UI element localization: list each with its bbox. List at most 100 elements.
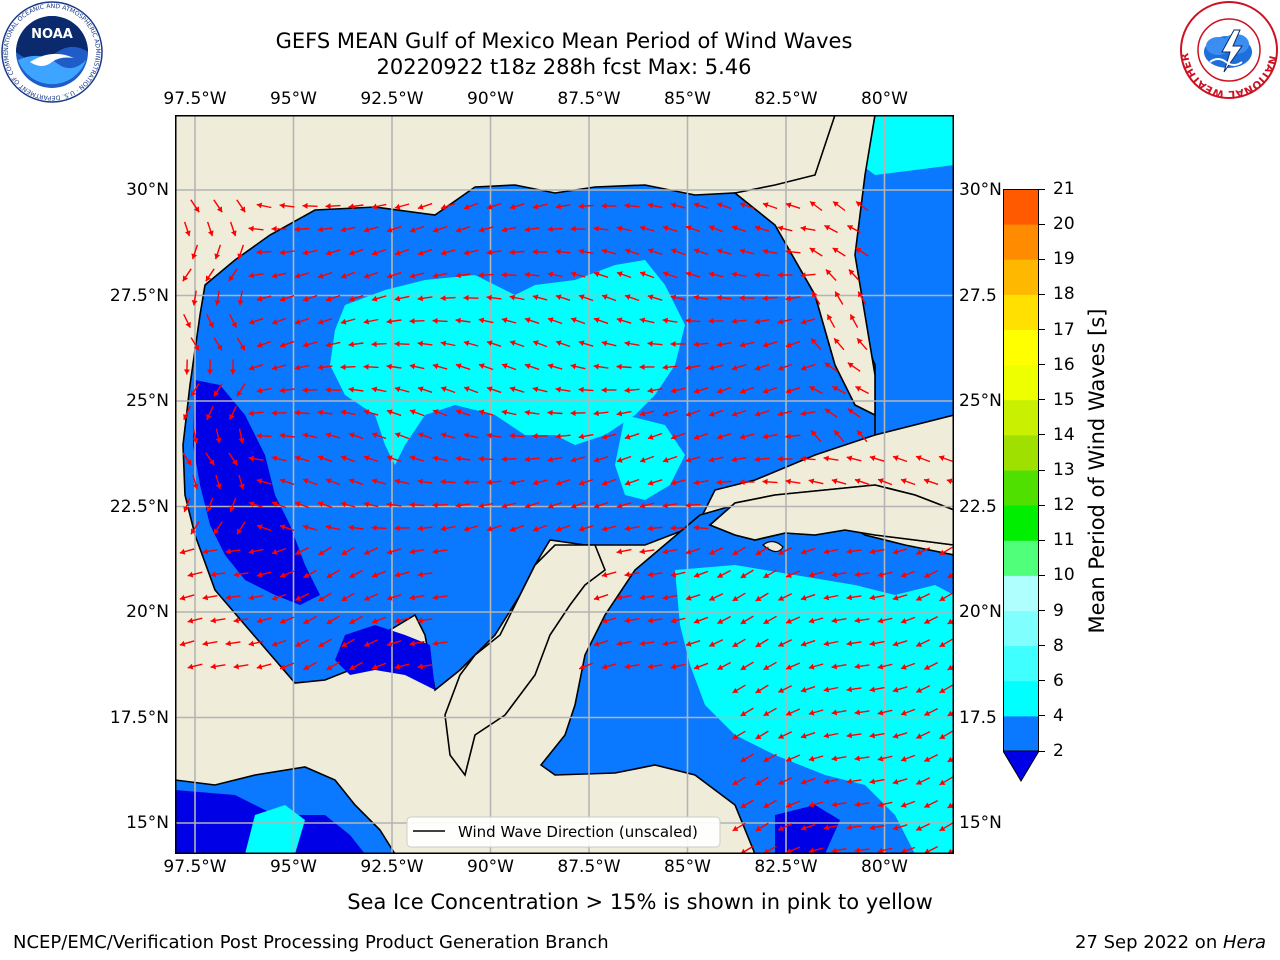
- nws-logo: NATIONAL WEATHER SERVICE: [1178, 0, 1279, 100]
- wind-wave-arrowhead: [647, 248, 654, 254]
- wind-wave-arrowhead: [216, 206, 223, 213]
- wind-wave-arrowhead: [524, 226, 530, 233]
- wind-wave-arrowhead: [785, 478, 791, 485]
- colorbar-tick-mark: [1039, 750, 1045, 752]
- wind-wave-arrowhead: [294, 364, 301, 371]
- wind-wave-arrowhead: [800, 365, 807, 371]
- wind-wave-arrowhead: [302, 478, 309, 484]
- wind-wave-arrowhead: [187, 617, 194, 624]
- wind-wave-arrowhead: [279, 478, 286, 484]
- wind-wave-arrowhead: [693, 294, 700, 301]
- wind-wave-arrowhead: [693, 434, 700, 440]
- wind-wave-arrowhead: [808, 663, 815, 670]
- wind-wave-arrowhead: [455, 317, 461, 324]
- wind-wave-arrowhead: [924, 756, 931, 762]
- wind-wave-arrowhead: [785, 387, 792, 394]
- wind-wave-arrowhead: [916, 455, 922, 461]
- wind-wave-arrowhead: [455, 272, 461, 279]
- wind-wave-arrowhead: [248, 225, 254, 232]
- wind-wave-arrowhead: [409, 227, 416, 233]
- wind-wave-arrowhead: [325, 478, 332, 484]
- wind-wave-arrowhead: [732, 687, 739, 693]
- wind-wave-arrowhead: [740, 618, 747, 624]
- colorbar-tick-mark: [1039, 364, 1045, 366]
- wind-wave-arrowhead: [237, 253, 244, 260]
- wind-wave-arrowhead: [685, 364, 692, 371]
- wind-wave-arrowhead: [256, 202, 263, 209]
- wind-wave-arrowhead: [206, 506, 212, 512]
- wind-wave-arrowhead: [939, 687, 946, 693]
- latitude-label: 27.5: [959, 285, 997, 306]
- colorbar-segment: [1003, 470, 1039, 506]
- wind-wave-arrowhead: [647, 525, 653, 532]
- wind-wave-arrowhead: [717, 664, 724, 670]
- wind-wave-arrowhead: [417, 340, 423, 347]
- wind-wave-arrowhead: [624, 663, 630, 670]
- colorbar-tick-label: 4: [1053, 705, 1064, 726]
- wind-wave-arrowhead: [486, 294, 492, 301]
- wind-wave-arrowhead: [924, 802, 931, 808]
- wind-wave-arrowhead: [325, 524, 332, 531]
- wind-wave-arrowhead: [662, 317, 668, 324]
- wind-wave-arrowhead: [877, 571, 884, 578]
- wind-wave-arrowhead: [348, 341, 354, 348]
- wind-wave-arrowhead: [601, 387, 607, 393]
- wind-wave-arrowhead: [229, 506, 235, 512]
- wind-wave-arrowhead: [193, 344, 199, 351]
- wind-wave-arrowhead: [191, 390, 197, 397]
- wind-wave-arrowhead: [624, 525, 631, 532]
- wind-wave-arrowhead: [800, 225, 807, 232]
- wind-wave-arrowhead: [947, 572, 954, 578]
- wind-wave-arrowhead: [179, 640, 186, 647]
- wind-wave-arrowhead: [716, 433, 723, 440]
- wind-wave-arrowhead: [832, 386, 839, 392]
- wind-wave-arrowhead: [294, 409, 300, 416]
- colorbar-tick-label: 14: [1053, 424, 1075, 445]
- wind-wave-arrowhead: [486, 525, 493, 532]
- wind-wave-arrowhead: [624, 571, 630, 578]
- wind-wave-arrowhead: [501, 456, 507, 463]
- wind-wave-arrowhead: [811, 338, 817, 344]
- wind-wave-arrowhead: [694, 572, 700, 578]
- wind-wave-arrowhead: [533, 526, 539, 532]
- wind-wave-arrowhead: [717, 618, 724, 624]
- wind-wave-arrowhead: [440, 386, 447, 392]
- wind-wave-arrowhead: [685, 548, 692, 555]
- wind-wave-arrowhead: [693, 341, 699, 348]
- wind-wave-arrowhead: [578, 203, 584, 210]
- wind-wave-arrowhead: [256, 617, 263, 624]
- wind-wave-arrowhead: [349, 618, 356, 624]
- wind-wave-arrowhead: [501, 271, 507, 278]
- wind-wave-arrowhead: [532, 386, 539, 393]
- wind-wave-arrowhead: [739, 341, 746, 348]
- wind-wave-arrowhead: [432, 548, 438, 555]
- wind-wave-arrowhead: [578, 294, 585, 300]
- wind-wave-arrowhead: [532, 203, 539, 210]
- wind-wave-arrowhead: [708, 456, 715, 463]
- wind-wave-arrowhead: [532, 248, 538, 255]
- wind-wave-arrowhead: [524, 456, 530, 463]
- wind-wave-arrowhead: [800, 318, 807, 325]
- wind-wave-arrowhead: [639, 640, 645, 647]
- wind-wave-arrowhead: [831, 755, 838, 762]
- wind-wave-arrowhead: [463, 432, 470, 439]
- wind-wave-arrowhead: [524, 409, 530, 416]
- wind-wave-arrowhead: [855, 386, 862, 392]
- colorbar-tick-label: 16: [1053, 354, 1075, 375]
- wind-wave-arrowhead: [238, 437, 245, 444]
- wind-wave-arrowhead: [417, 617, 423, 624]
- wind-wave-arrowhead: [302, 202, 308, 209]
- wind-wave-arrowhead: [294, 455, 301, 462]
- wind-wave-arrowhead: [846, 824, 852, 831]
- wind-wave-arrowhead: [616, 594, 623, 601]
- noaa-logo: NATIONAL OCEANIC AND ATMOSPHERIC ADMINIS…: [0, 0, 103, 103]
- wind-wave-arrowhead: [570, 410, 576, 417]
- wind-wave-arrowhead: [386, 640, 393, 647]
- wind-wave-arrowhead: [858, 291, 864, 298]
- wind-wave-arrowhead: [183, 414, 189, 420]
- wind-wave-arrowhead: [372, 664, 378, 670]
- wind-wave-arrowhead: [823, 686, 830, 693]
- wind-wave-arrowhead: [778, 825, 785, 831]
- wind-wave-arrowhead: [647, 663, 653, 670]
- wind-wave-arrowhead: [847, 362, 854, 369]
